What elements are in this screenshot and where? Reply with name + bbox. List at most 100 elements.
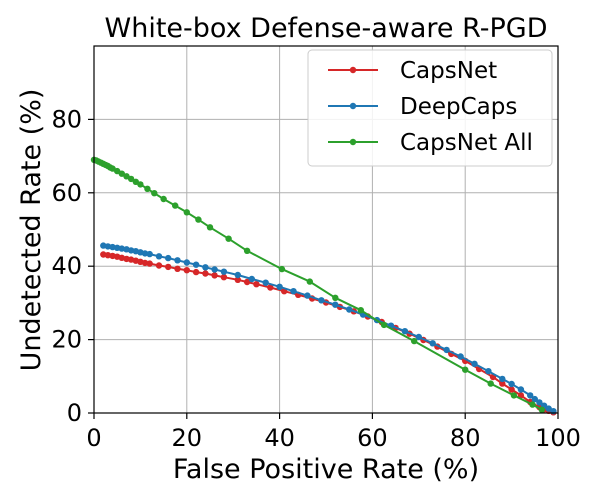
data-point-capsnet-all: [306, 278, 313, 285]
data-point-capsnet: [141, 259, 149, 267]
data-point-deepcaps: [146, 250, 153, 258]
data-point-capsnet: [155, 262, 163, 269]
data-point-deepcaps: [304, 292, 311, 299]
series-capsnet: [100, 251, 557, 416]
data-point-deepcaps: [517, 386, 525, 393]
data-point-capsnet-all: [195, 216, 202, 223]
data-point-deepcaps: [318, 297, 325, 304]
y-tick-label: 60: [51, 179, 82, 207]
data-point-deepcaps: [127, 247, 135, 254]
data-point-deepcaps: [457, 353, 464, 360]
data-point-deepcaps: [192, 261, 200, 268]
data-point-deepcaps: [443, 346, 450, 354]
y-tick-label: 0: [67, 399, 82, 427]
data-point-capsnet: [499, 380, 506, 387]
data-point-deepcaps: [155, 253, 163, 260]
y-tick-label: 20: [51, 326, 82, 354]
data-point-capsnet: [174, 265, 181, 272]
data-point-capsnet: [202, 270, 209, 277]
data-point-deepcaps: [346, 306, 353, 313]
legend-marker-deepcaps: [349, 102, 357, 110]
data-point-capsnet-all: [243, 247, 251, 254]
legend-entry-capsnet: CapsNet: [328, 58, 497, 84]
data-point-capsnet: [253, 281, 260, 288]
data-point-capsnet-all: [183, 209, 190, 216]
data-point-capsnet: [146, 260, 153, 267]
data-point-deepcaps: [174, 257, 181, 264]
data-point-capsnet-all: [172, 202, 179, 209]
data-point-capsnet: [234, 276, 241, 283]
data-point-capsnet-all: [127, 175, 135, 183]
data-point-capsnet-all: [462, 366, 469, 373]
legend-label-deepcaps: DeepCaps: [400, 94, 517, 120]
y-tick-label: 40: [51, 252, 82, 280]
data-point-deepcaps: [429, 340, 436, 347]
data-point-capsnet-all: [357, 307, 364, 314]
data-point-deepcaps: [290, 288, 297, 295]
data-point-capsnet: [165, 263, 172, 271]
legend-frame: [307, 49, 553, 167]
data-point-deepcaps: [332, 301, 339, 308]
data-point-deepcaps: [220, 268, 228, 275]
chart-title: White-box Defense-aware R-PGD: [105, 13, 548, 44]
data-point-deepcaps: [234, 271, 241, 279]
data-point-capsnet: [192, 268, 200, 276]
data-point-deepcaps: [527, 392, 534, 399]
x-tick-label: 100: [535, 424, 581, 452]
data-point-capsnet-all: [529, 401, 536, 408]
y-axis-label: Undetected Rate (%): [16, 89, 47, 372]
data-point-capsnet: [267, 284, 274, 291]
data-point-capsnet-all: [160, 195, 167, 203]
axes-frame: [93, 45, 559, 414]
data-point-deepcaps: [248, 275, 255, 283]
series-line-capsnet: [103, 253, 554, 414]
data-point-capsnet-all: [137, 181, 144, 188]
data-point-deepcaps: [165, 254, 172, 262]
data-point-deepcaps: [545, 405, 552, 412]
data-point-deepcaps: [183, 259, 190, 266]
data-point-capsnet-all: [278, 265, 286, 273]
data-point-deepcaps: [104, 243, 112, 250]
data-point-capsnet-all: [538, 406, 545, 413]
data-point-deepcaps: [485, 368, 492, 375]
series-capsnet-all: [90, 156, 545, 413]
data-point-capsnet-all: [510, 392, 518, 399]
legend-label-capsnet: CapsNet: [400, 58, 497, 84]
data-point-deepcaps: [202, 264, 209, 271]
data-point-deepcaps: [471, 360, 478, 367]
data-point-capsnet-all: [411, 337, 418, 345]
data-point-capsnet: [183, 267, 190, 274]
x-tick-label: 80: [450, 424, 481, 452]
data-point-capsnet-all: [151, 190, 158, 197]
x-tick-label: 40: [264, 424, 295, 452]
x-tick-label: 0: [86, 424, 101, 452]
x-tick-label: 60: [357, 424, 388, 452]
data-point-deepcaps: [276, 283, 283, 290]
legend-entry-capsnet-all: CapsNet All: [328, 130, 533, 156]
data-point-deepcaps: [141, 250, 149, 257]
legend-marker-capsnet-all: [349, 138, 357, 146]
data-point-capsnet: [243, 278, 251, 286]
data-point-deepcaps: [211, 266, 218, 273]
data-point-capsnet: [211, 272, 218, 279]
data-point-deepcaps: [262, 279, 269, 286]
legend-entry-deepcaps: DeepCaps: [328, 94, 517, 120]
data-point-capsnet: [220, 274, 228, 281]
data-point-capsnet-all: [225, 235, 232, 242]
data-point-deepcaps: [536, 399, 543, 406]
data-point-deepcaps: [401, 328, 409, 335]
data-point-deepcaps: [118, 245, 126, 252]
data-point-deepcaps: [531, 395, 538, 403]
data-point-capsnet-all: [380, 321, 388, 329]
data-point-capsnet-all: [144, 185, 151, 192]
x-tick-label: 20: [172, 424, 203, 452]
data-point-capsnet-all: [487, 380, 494, 387]
series-layer: [90, 156, 557, 416]
y-tick-label: 80: [51, 105, 82, 133]
data-point-capsnet-all: [118, 170, 126, 177]
data-point-capsnet-all: [206, 224, 214, 231]
data-point-capsnet: [508, 386, 515, 393]
legend-label-capsnet-all: CapsNet All: [400, 130, 533, 156]
